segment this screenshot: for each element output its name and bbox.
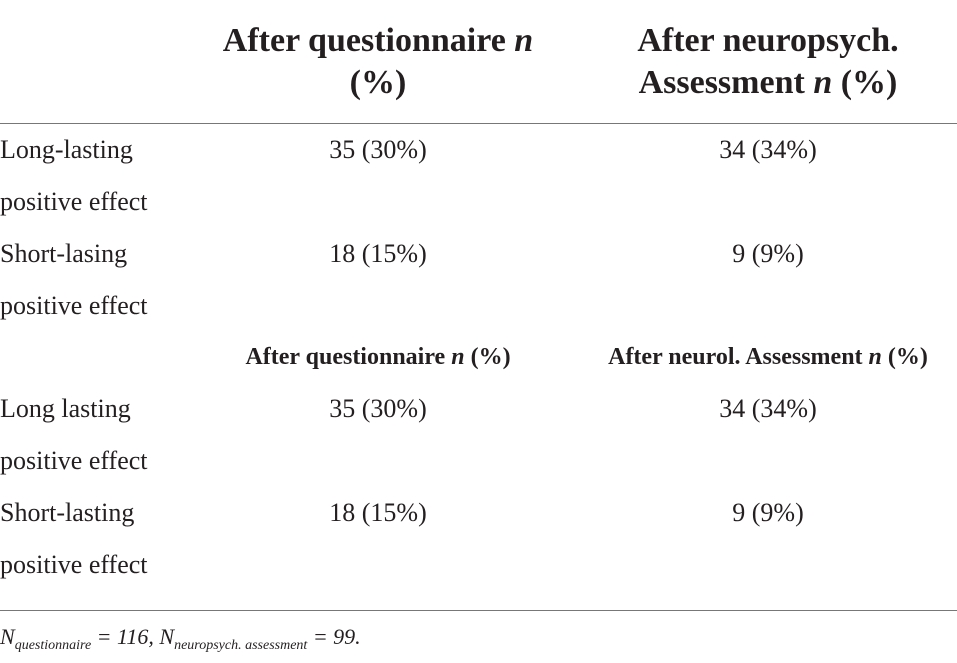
row-label: Short-lasing positive effect [0,239,148,320]
row-label: Short-lasting positive effect [0,498,148,579]
footnote-text: = 99. [307,624,361,649]
footnote: Nquestionnaire = 116, Nneuropsych. asses… [0,624,361,654]
cell-value: 9 (9%) [732,239,804,268]
header-text: (%) [349,64,407,101]
cell-value: 34 (34%) [719,394,817,423]
cell-value: 18 (15%) [329,239,427,268]
header-rule [0,123,957,124]
footnote-text: N [159,624,175,649]
header-text: n [813,64,833,101]
header-text: n [868,344,882,370]
cell-value: 35 (30%) [329,394,427,423]
footnote-text: = 116, [91,624,160,649]
column-header: After questionnaire n (%) [228,342,528,372]
header-text: (%) [832,64,898,101]
bottom-rule [0,610,957,611]
header-text: (%) [464,344,511,370]
header-text: n [451,344,465,370]
column-header: After neuropsych. Assessment n (%) [618,20,918,104]
footnote-text: N [0,624,15,649]
cell-value: 35 (30%) [329,135,427,164]
row-label: Long lasting positive effect [0,394,148,475]
footnote-subscript: neuropsych. assessment [174,638,308,653]
header-text: After neuropsych. Assessment [637,22,899,101]
cell-value: 9 (9%) [732,498,804,527]
header-text: After neurol. Assessment [608,344,869,370]
row-label: Long-lasting positive effect [0,135,148,216]
header-text: After questionnaire [245,344,452,370]
column-header: After neurol. Assessment n (%) [568,342,957,372]
footnote-subscript: questionnaire [14,638,92,653]
header-text: n [514,22,534,59]
cell-value: 18 (15%) [329,498,427,527]
header-text: (%) [881,344,928,370]
cell-value: 34 (34%) [719,135,817,164]
header-text: After questionnaire [222,22,515,59]
column-header: After questionnaire n (%) [203,20,553,104]
